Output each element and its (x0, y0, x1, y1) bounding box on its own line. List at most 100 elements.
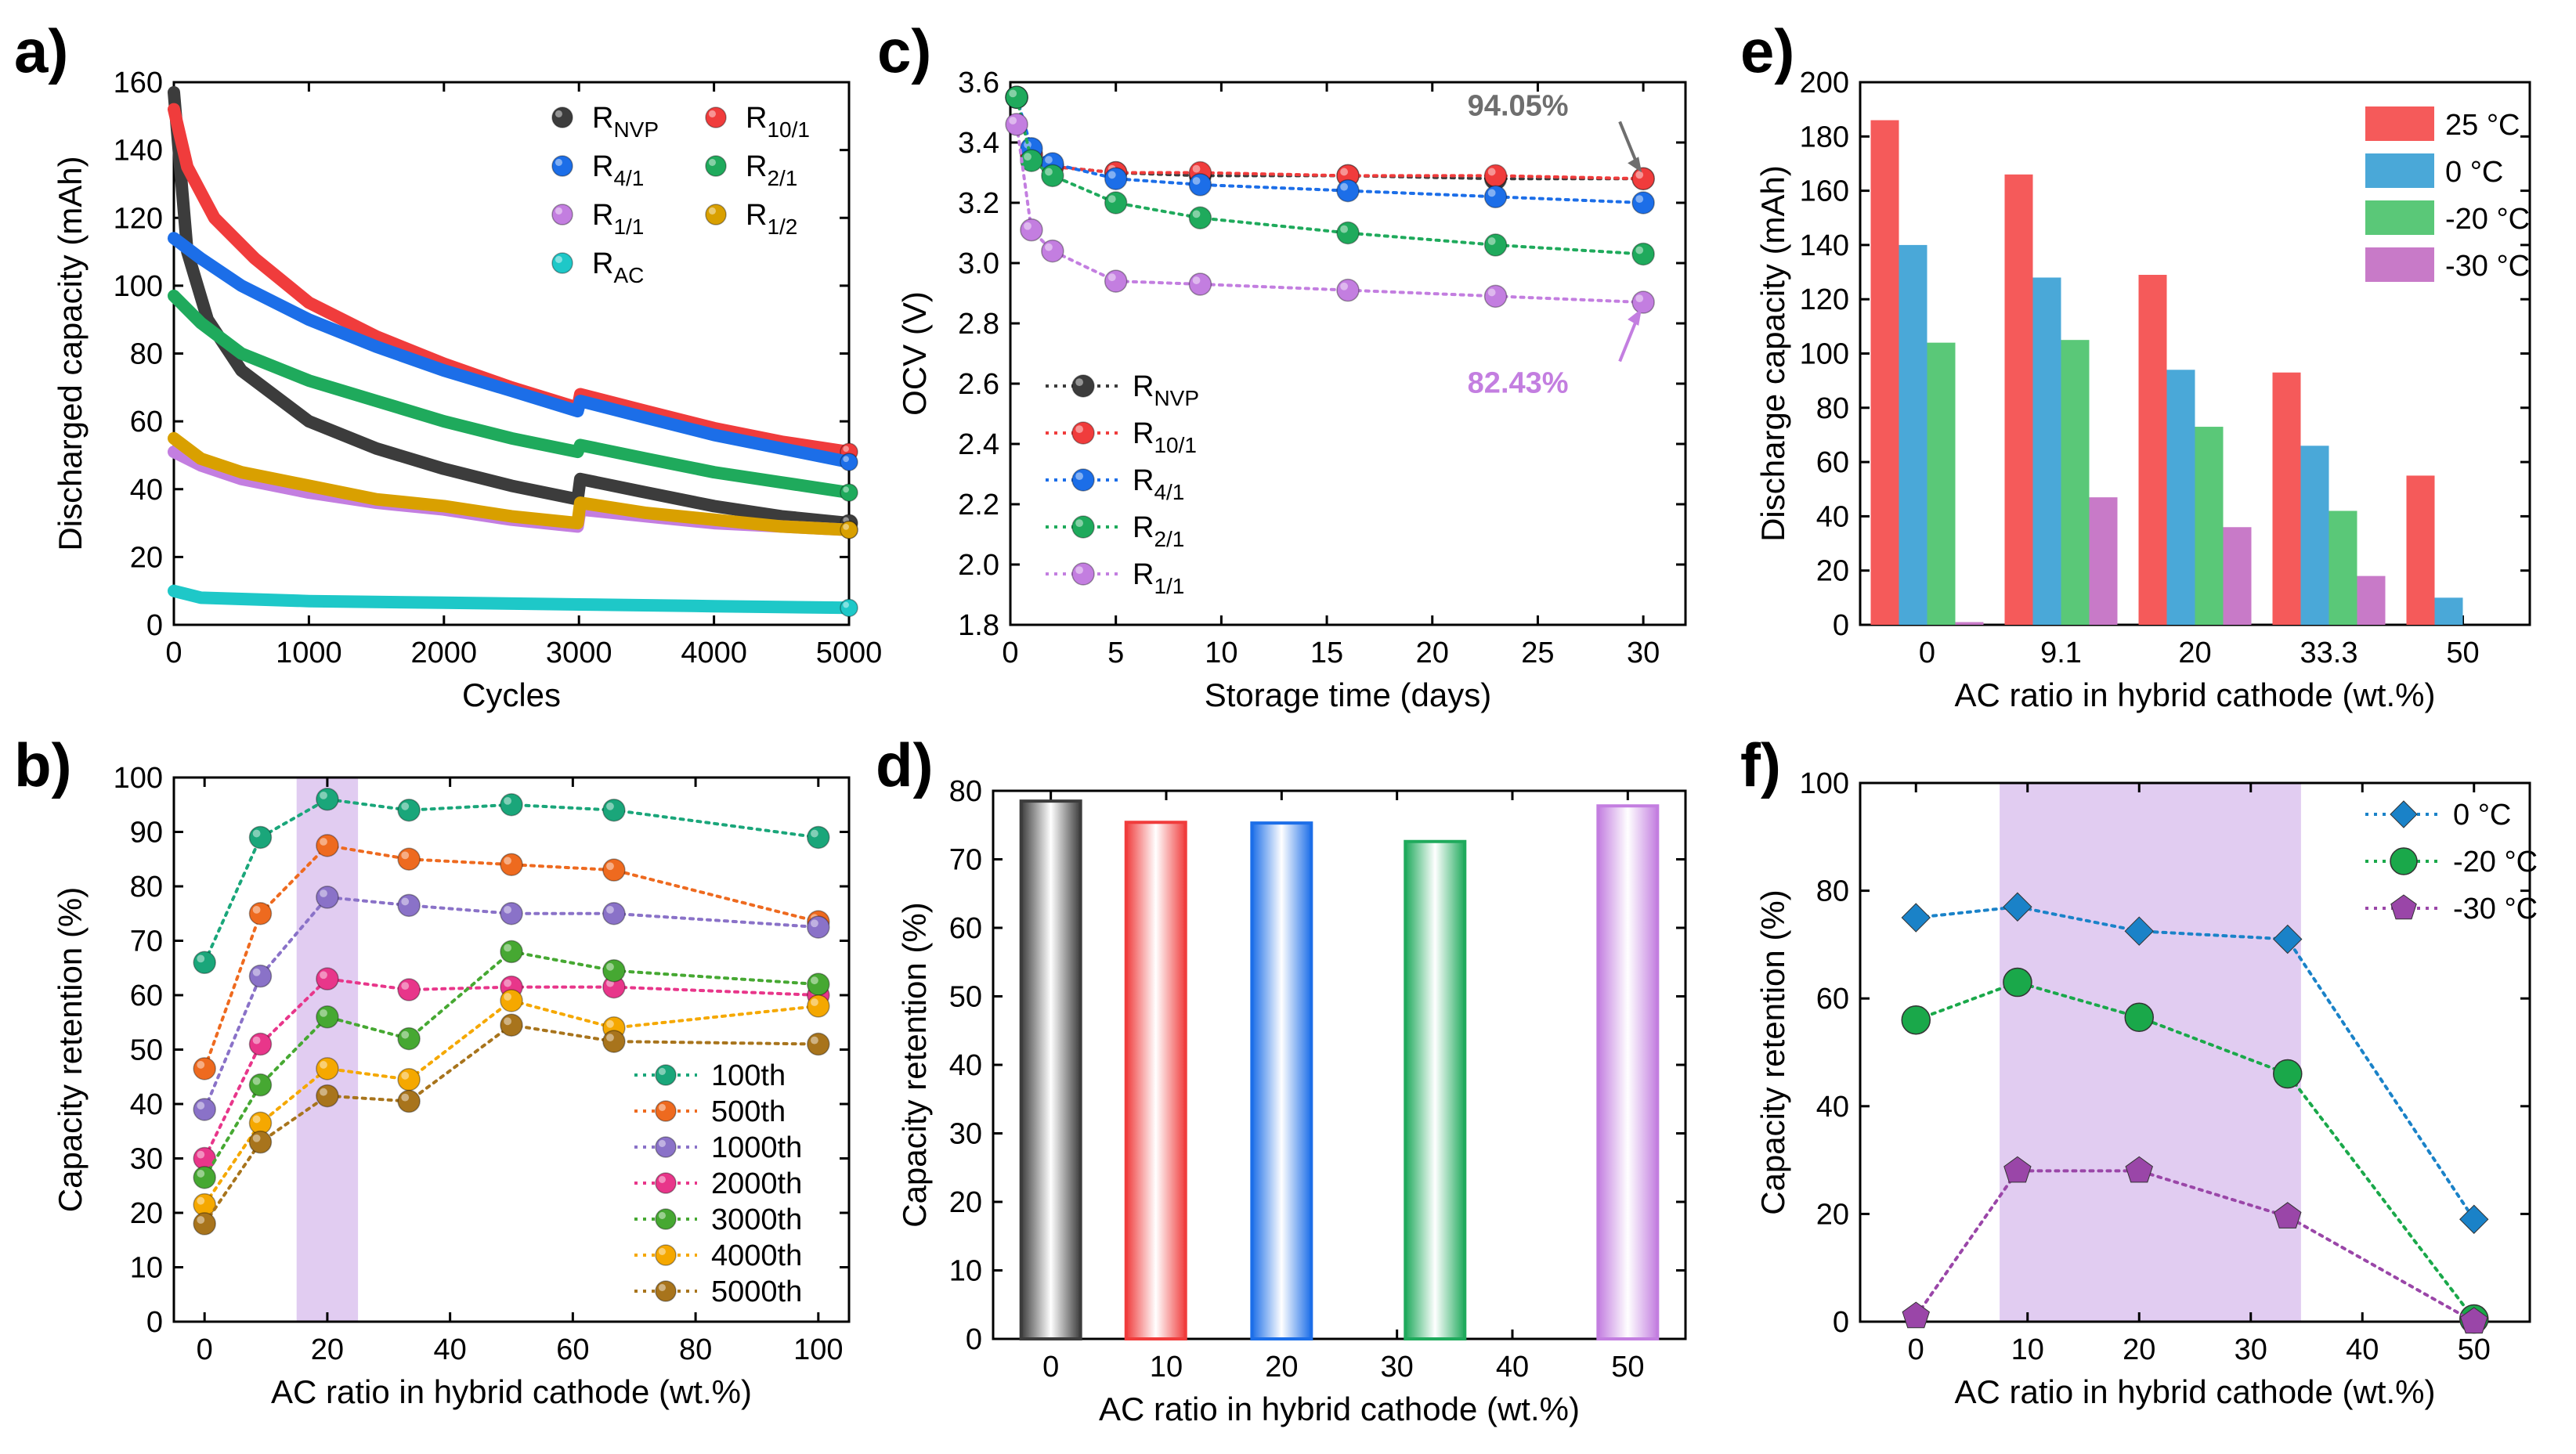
series-line-AC (168, 584, 855, 615)
data-point-1000th (807, 915, 830, 939)
legend-label-2/1-base: R (746, 150, 767, 183)
data-point-2/1-highlight (1487, 237, 1496, 245)
legend-label-2/1: R2/1 (1133, 511, 1184, 551)
y-tick-label: 40 (949, 1049, 982, 1082)
y-tick-label: 3.0 (958, 247, 999, 280)
data-point-1/1-highlight (1009, 117, 1017, 124)
data-point-100th-highlight (320, 792, 327, 799)
data-point-100th (397, 798, 421, 822)
y-tick-label: 60 (1816, 983, 1849, 1016)
y-tick-label: 100 (1800, 338, 1849, 371)
x-tick-label: 40 (1496, 1351, 1529, 1384)
legend-label-500th: 500th (711, 1095, 786, 1128)
legend-label-10/1-sub: 10/1 (767, 117, 810, 142)
data-point-5000th (397, 1089, 421, 1113)
legend-marker-4/1-highlight (555, 158, 562, 166)
data-point-500th (316, 834, 339, 857)
data-point-4/1-highlight (1192, 177, 1201, 185)
legend-label-4/1: R4/1 (1133, 464, 1184, 504)
bar-20 (1250, 821, 1313, 1340)
bar--20 °C-33.3 (2329, 511, 2357, 625)
x-tick-label: 100 (793, 1333, 843, 1366)
legend-marker-3000th (655, 1208, 677, 1230)
bar-9.1 (1124, 821, 1187, 1340)
data-point-2/1 (1005, 85, 1028, 109)
legend-marker-1/1-highlight (1075, 566, 1083, 574)
data-point-4000th-highlight (197, 1196, 205, 1205)
bar-33.3 (1404, 839, 1467, 1340)
y-tick-label: 80 (130, 871, 163, 904)
data-point-4/1 (1336, 179, 1360, 203)
y-tick-label: 120 (114, 202, 163, 235)
legend-label-4/1: R4/1 (592, 150, 644, 190)
data-point-1/1 (1104, 269, 1128, 293)
y-tick-label: 50 (130, 1034, 163, 1067)
data-point-3000th-highlight (811, 976, 818, 985)
data-point-1/1-highlight (1024, 222, 1031, 230)
data-point-2/1-highlight (1009, 89, 1017, 98)
y-tick-label: 180 (1800, 121, 1849, 153)
data-point-100th-highlight (401, 802, 410, 810)
x-tick-label: 33.3 (2300, 637, 2358, 669)
data-point--30 °C (1902, 1301, 1930, 1329)
legend-marker-1/2-highlight (708, 207, 716, 215)
series-line-1/2 (168, 431, 855, 536)
data-point-5000th (248, 1130, 273, 1154)
data-point-4/1 (1483, 185, 1508, 209)
end-marker-1/2-highlight (843, 524, 849, 530)
data-point-1/1-highlight (1340, 282, 1348, 290)
legend-marker-2000th-highlight (658, 1175, 666, 1183)
data-point-2000th-highlight (197, 1150, 205, 1159)
data-point-1000th (500, 902, 523, 925)
x-axis-label: AC ratio in hybrid cathode (wt.%) (1955, 676, 2436, 713)
y-tick-label: 100 (114, 270, 163, 303)
legend-swatch-25 °C (2365, 106, 2434, 141)
legend-label-1/1-sub: 1/1 (1154, 574, 1184, 598)
data-point-1000th-highlight (811, 919, 818, 928)
legend-label-100th: 100th (711, 1059, 786, 1092)
y-tick-label: 3.4 (958, 127, 999, 160)
data-point--30 °C (2460, 1307, 2488, 1334)
legend-marker-1/1-highlight (555, 207, 562, 215)
legend-label-10/1-base: R (746, 102, 767, 135)
data-point-3000th (316, 1005, 339, 1029)
data-point-3000th-highlight (504, 943, 511, 952)
data-point-5000th-highlight (811, 1036, 818, 1044)
plot-frame (1859, 781, 2531, 1323)
data-point-5000th-highlight (252, 1134, 261, 1142)
bar-0 °C-0 (1899, 244, 1927, 625)
data-point-3000th (248, 1073, 273, 1097)
data-point-1/1 (1188, 272, 1212, 296)
data-point-4000th-highlight (320, 1061, 327, 1069)
data-point-2000th-highlight (252, 1036, 261, 1044)
y-tick-label: 1.8 (958, 609, 999, 642)
legend-swatch--20 °C (2365, 200, 2434, 235)
x-tick-label: 0 (197, 1333, 213, 1366)
data-point-10/1-highlight (1340, 168, 1348, 176)
legend-marker-4/1-highlight (1075, 472, 1083, 480)
legend-marker-0 °C (2390, 800, 2418, 828)
data-point-1/1 (1041, 239, 1064, 263)
data-point-1/1-highlight (1107, 273, 1116, 282)
data-point-2/1-highlight (1340, 225, 1348, 233)
legend-marker-500th-highlight (658, 1103, 666, 1111)
y-tick-label: 0 (1833, 609, 1849, 642)
data-point-500th-highlight (504, 857, 511, 865)
panel-f: 0 20 40 60 80 100 0 10 20 30 40 50 AC ratio in hybri… (1740, 731, 2538, 1410)
data-point-2/1 (1041, 164, 1064, 188)
x-tick-label: 50 (2446, 637, 2479, 669)
data-point-10/1-highlight (1487, 168, 1496, 176)
legend-marker-100th (655, 1064, 677, 1086)
data-point-3000th-highlight (320, 1009, 327, 1017)
y-tick-label: 20 (1816, 1198, 1849, 1231)
legend-label-NVP-base: R (592, 102, 613, 135)
data-point-1/1 (1005, 113, 1028, 136)
x-tick-label: 10 (1205, 637, 1237, 669)
y-tick-label: 40 (130, 474, 163, 507)
data-point-100th (316, 788, 339, 811)
legend-marker-10/1 (705, 106, 727, 128)
bar-25 °C-0 (1870, 120, 1899, 625)
y-axis-label: OCV (V) (896, 291, 933, 416)
